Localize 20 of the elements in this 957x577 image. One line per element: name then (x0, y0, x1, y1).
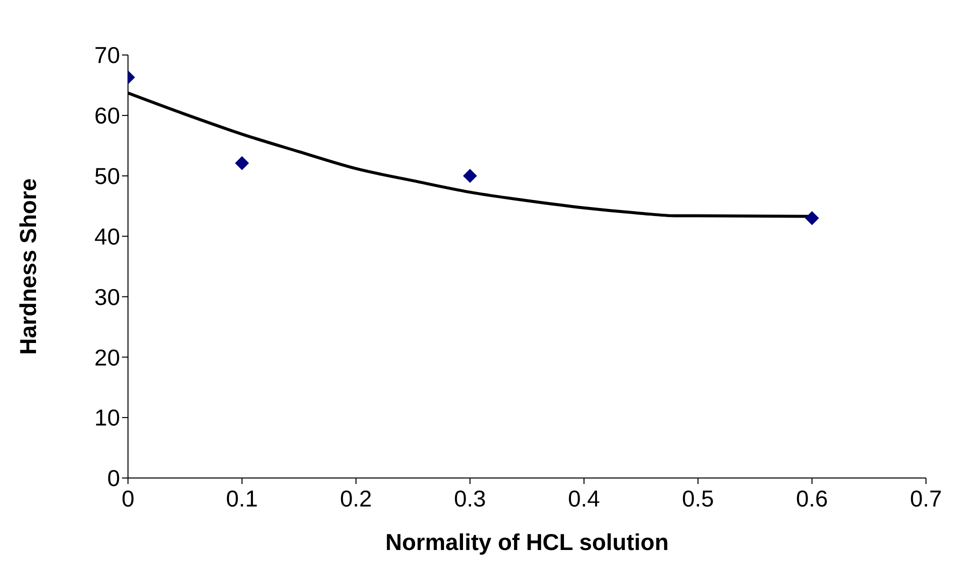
point (463, 168, 477, 183)
y-tick-label: 50 (94, 163, 120, 190)
x-tick-label: 0.7 (910, 485, 942, 512)
x-tick-label: 0.4 (568, 485, 600, 512)
point (235, 156, 249, 170)
point (805, 211, 819, 226)
y-tick-label: 0 (107, 465, 120, 492)
x-tick-label: 0.5 (682, 485, 714, 512)
y-axis-title: Hardness Shore (15, 178, 42, 355)
y-tick-label: 20 (94, 344, 120, 370)
y-tick-label: 10 (94, 404, 120, 431)
x-tick-label: 0.3 (454, 485, 486, 512)
x-tick-label: 0.2 (340, 485, 372, 512)
y-tick-label: 70 (94, 42, 120, 68)
y-tick-label: 30 (94, 284, 120, 310)
x-tick-label: 0.1 (226, 485, 258, 512)
x-tick-label: 0.6 (796, 485, 828, 512)
y-tick-label: 60 (94, 102, 120, 129)
y-tick-label: 40 (94, 223, 120, 250)
x-axis-title: Normality of HCL solution (385, 529, 669, 555)
